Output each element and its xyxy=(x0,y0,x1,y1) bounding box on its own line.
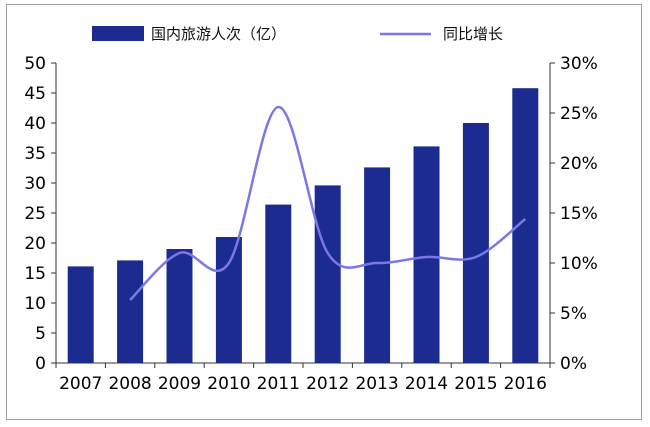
x-tick-label: 2010 xyxy=(207,374,250,394)
y-left-tick-label: 0 xyxy=(35,354,46,374)
y-left-tick-label: 10 xyxy=(24,294,46,314)
y-right-tick-label: 5% xyxy=(560,304,587,324)
y-right-tick-label: 20% xyxy=(560,154,598,174)
legend-bar-swatch xyxy=(92,26,144,41)
y-right-tick-label: 30% xyxy=(560,54,598,74)
growth-line xyxy=(129,105,527,301)
legend-line-label: 同比增长 xyxy=(443,25,503,43)
y-left-tick-label: 35 xyxy=(24,144,46,164)
x-axis-labels: 2007 2008 2009 2010 2011 2012 2013 2014 2015 2016 xyxy=(59,374,547,394)
x-tick-label: 2012 xyxy=(306,374,349,394)
y-left-tick-label: 45 xyxy=(24,84,46,104)
y-right-tick-label: 10% xyxy=(560,254,598,274)
y-axis-right-ticks: 0% 5% 10% 15% 20% 25% 30% xyxy=(550,54,598,374)
bar xyxy=(117,260,144,363)
x-tick-label: 2011 xyxy=(257,374,300,394)
y-right-tick-label: 25% xyxy=(560,104,598,124)
x-tick-label: 2009 xyxy=(158,374,201,394)
bar xyxy=(166,249,193,363)
y-left-tick-label: 50 xyxy=(24,54,46,74)
x-tick-label: 2015 xyxy=(454,374,497,394)
growth-line-path xyxy=(129,105,527,301)
bar xyxy=(215,237,242,363)
y-left-tick-label: 20 xyxy=(24,234,46,254)
x-tick-label: 2007 xyxy=(59,374,102,394)
bar xyxy=(67,266,94,363)
x-tick-label: 2014 xyxy=(405,374,448,394)
y-axis-left-ticks: 0 5 10 15 20 25 30 35 40 45 50 xyxy=(24,54,56,374)
y-left-tick-label: 40 xyxy=(24,114,46,134)
y-right-tick-label: 15% xyxy=(560,204,598,224)
bar xyxy=(265,204,292,363)
x-tick-label: 2016 xyxy=(504,374,547,394)
legend-bar-label: 国内旅游人次（亿） xyxy=(151,25,286,43)
bar xyxy=(413,146,440,363)
legend: 国内旅游人次（亿） 同比增长 xyxy=(92,25,503,43)
bars xyxy=(67,88,539,363)
x-tick-label: 2008 xyxy=(108,374,151,394)
x-tick-label: 2013 xyxy=(355,374,398,394)
y-left-tick-label: 5 xyxy=(35,324,46,344)
bar xyxy=(314,185,341,363)
y-left-tick-label: 30 xyxy=(24,174,46,194)
bar xyxy=(462,123,489,363)
y-right-tick-label: 0% xyxy=(560,354,587,374)
y-left-tick-label: 15 xyxy=(24,264,46,284)
y-left-tick-label: 25 xyxy=(24,204,46,224)
